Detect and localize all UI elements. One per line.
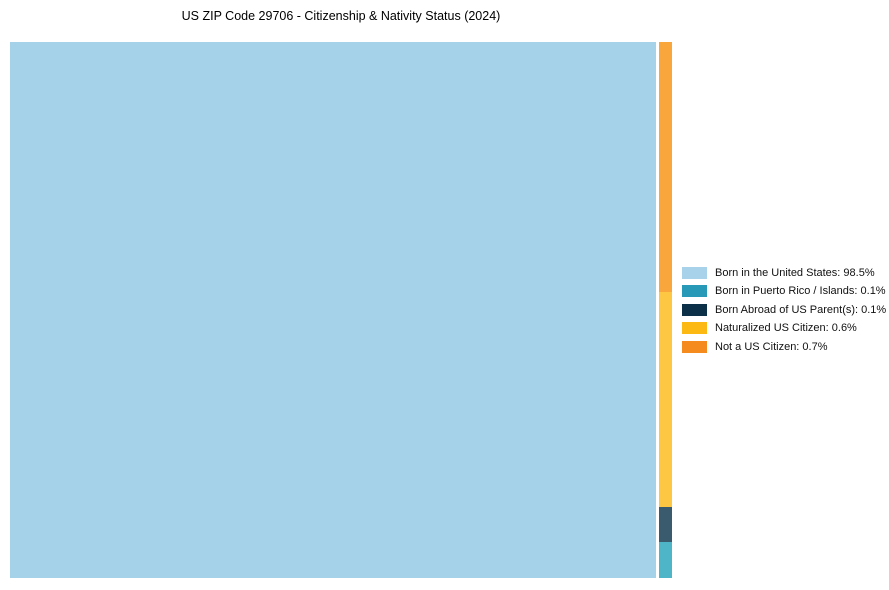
legend-swatch-not-citizen: [682, 340, 707, 353]
legend-swatch-naturalized: [682, 322, 707, 335]
legend: Born in the United States: 98.5% Born in …: [682, 267, 886, 359]
treemap-cell-naturalized: [659, 292, 672, 507]
treemap-cell-not-citizen: [659, 42, 672, 293]
legend-row-naturalized: Naturalized US Citizen: 0.6%: [682, 322, 886, 335]
treemap-strip: [659, 42, 672, 578]
legend-label-born-in-us: Born in the United States: 98.5%: [715, 267, 875, 279]
legend-swatch-born-in-pr: [682, 285, 707, 298]
legend-swatch-born-abroad: [682, 303, 707, 316]
legend-row-born-in-pr: Born in Puerto Rico / Islands: 0.1%: [682, 285, 886, 298]
treemap: [10, 42, 672, 578]
chart-title: US ZIP Code 29706 - Citizenship & Nativi…: [181, 9, 501, 23]
legend-label-not-citizen: Not a US Citizen: 0.7%: [715, 340, 828, 353]
legend-swatch-born-in-us: [682, 267, 707, 279]
legend-label-born-abroad: Born Abroad of US Parent(s): 0.1%: [715, 303, 887, 316]
legend-label-naturalized: Naturalized US Citizen: 0.6%: [715, 322, 857, 335]
treemap-cell-born-abroad: [659, 506, 672, 543]
treemap-cell-born-in-pr: [659, 542, 672, 578]
legend-row-born-abroad: Born Abroad of US Parent(s): 0.1%: [682, 303, 887, 316]
legend-label-born-in-pr: Born in Puerto Rico / Islands: 0.1%: [715, 285, 886, 298]
treemap-cell-born-in-us: [10, 42, 656, 578]
legend-row-not-citizen: Not a US Citizen: 0.7%: [682, 340, 886, 353]
legend-row-born-in-us: Born in the United States: 98.5%: [682, 267, 886, 279]
